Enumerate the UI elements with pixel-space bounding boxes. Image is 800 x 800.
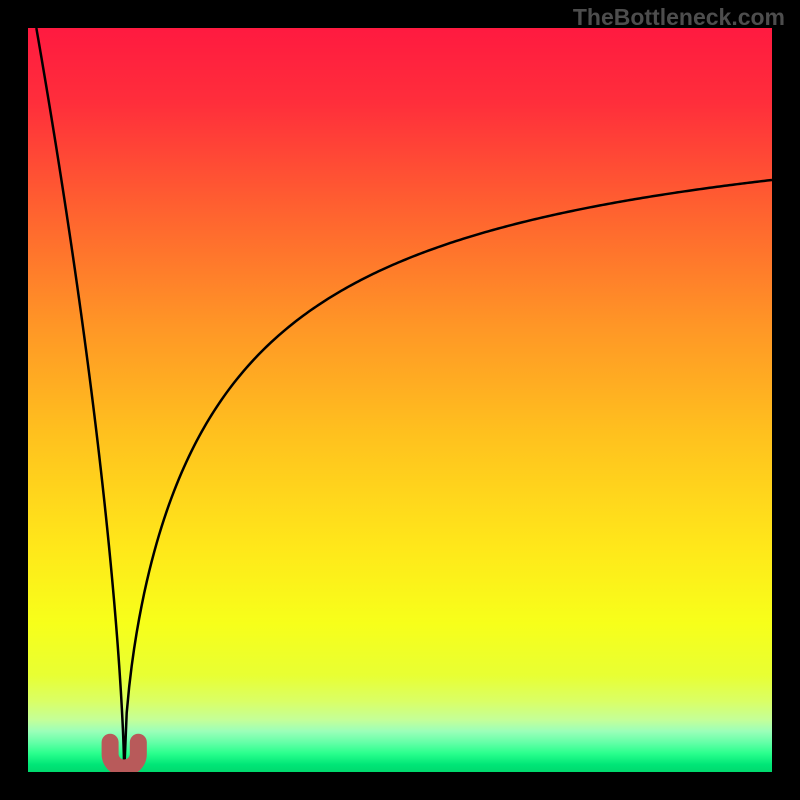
plot-area bbox=[28, 28, 772, 772]
watermark-text: TheBottleneck.com bbox=[573, 4, 785, 31]
gradient-background bbox=[28, 28, 772, 772]
plot-svg bbox=[28, 28, 772, 772]
